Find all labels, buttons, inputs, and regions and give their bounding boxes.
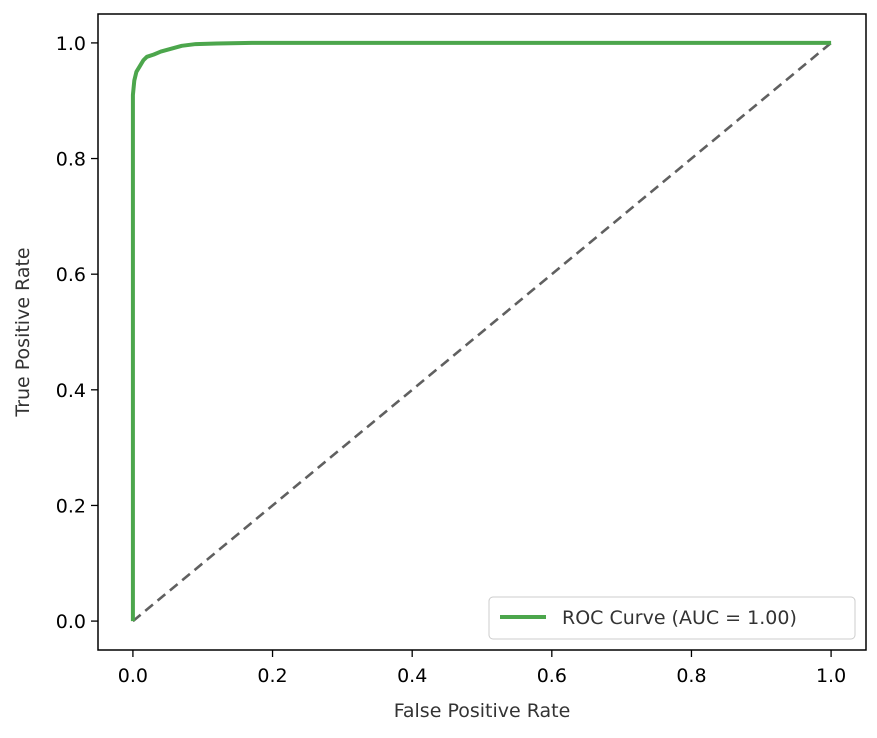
legend-entry-roc: ROC Curve (AUC = 1.00) bbox=[562, 607, 797, 629]
x-axis-label: False Positive Rate bbox=[394, 700, 571, 722]
roc-curve-line bbox=[130, 40, 832, 622]
series-layer bbox=[130, 40, 832, 623]
x-tick-label: 0.4 bbox=[397, 665, 427, 687]
x-tick-label: 0.0 bbox=[118, 665, 148, 687]
plot-frame bbox=[97, 13, 867, 651]
x-axis-ticks: 0.0 0.2 0.4 0.6 0.8 1.0 bbox=[118, 650, 846, 687]
chance-diagonal-line bbox=[132, 41, 832, 623]
y-tick-label: 0.4 bbox=[56, 380, 86, 402]
y-tick-label: 0.6 bbox=[56, 264, 86, 286]
y-tick-label: 0.0 bbox=[56, 611, 86, 633]
x-tick-label: 0.6 bbox=[537, 665, 567, 687]
y-tick-label: 0.2 bbox=[56, 495, 86, 517]
x-tick-label: 1.0 bbox=[816, 665, 846, 687]
x-tick-label: 0.8 bbox=[676, 665, 706, 687]
y-axis-label: True Positive Rate bbox=[12, 247, 34, 417]
legend: ROC Curve (AUC = 1.00) bbox=[488, 596, 856, 640]
y-axis-ticks: 0.0 0.2 0.4 0.6 0.8 1.0 bbox=[56, 33, 98, 633]
y-tick-label: 1.0 bbox=[56, 33, 86, 55]
legend-box bbox=[488, 596, 856, 640]
x-tick-label: 0.2 bbox=[257, 665, 287, 687]
y-tick-label: 0.8 bbox=[56, 149, 86, 171]
